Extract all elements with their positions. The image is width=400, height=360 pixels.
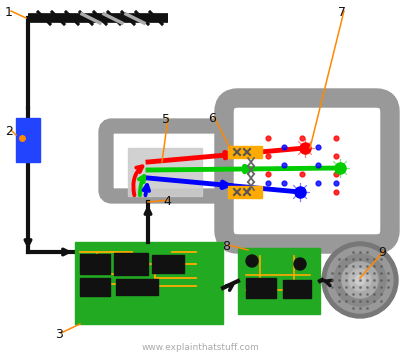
Text: 4: 4	[163, 195, 171, 208]
Bar	[228, 186, 262, 198]
Text: 7: 7	[338, 6, 346, 19]
Text: 5: 5	[162, 113, 170, 126]
Text: 8: 8	[222, 240, 230, 253]
Circle shape	[349, 269, 371, 291]
Bar	[114, 253, 148, 275]
Bar	[75, 242, 223, 324]
Circle shape	[342, 262, 378, 298]
Bar	[128, 148, 202, 196]
FancyBboxPatch shape	[106, 126, 248, 196]
Bar	[238, 248, 320, 314]
Bar	[116, 279, 158, 295]
Text: 2: 2	[5, 125, 13, 138]
Circle shape	[355, 275, 365, 285]
Text: 9: 9	[378, 246, 386, 259]
Bar	[80, 254, 110, 274]
Circle shape	[322, 242, 398, 318]
Text: www.explainthatstuff.com: www.explainthatstuff.com	[141, 343, 259, 352]
Bar	[80, 278, 110, 296]
Text: 3: 3	[55, 328, 63, 341]
Text: 6: 6	[208, 112, 216, 125]
Bar	[228, 146, 262, 158]
Circle shape	[294, 258, 306, 270]
Bar	[283, 280, 311, 298]
Circle shape	[246, 255, 258, 267]
FancyBboxPatch shape	[224, 98, 390, 244]
Bar	[16, 118, 40, 162]
Text: 1: 1	[5, 6, 13, 19]
Bar	[152, 255, 184, 273]
Circle shape	[334, 254, 386, 306]
Circle shape	[327, 247, 393, 313]
Bar	[246, 278, 276, 298]
